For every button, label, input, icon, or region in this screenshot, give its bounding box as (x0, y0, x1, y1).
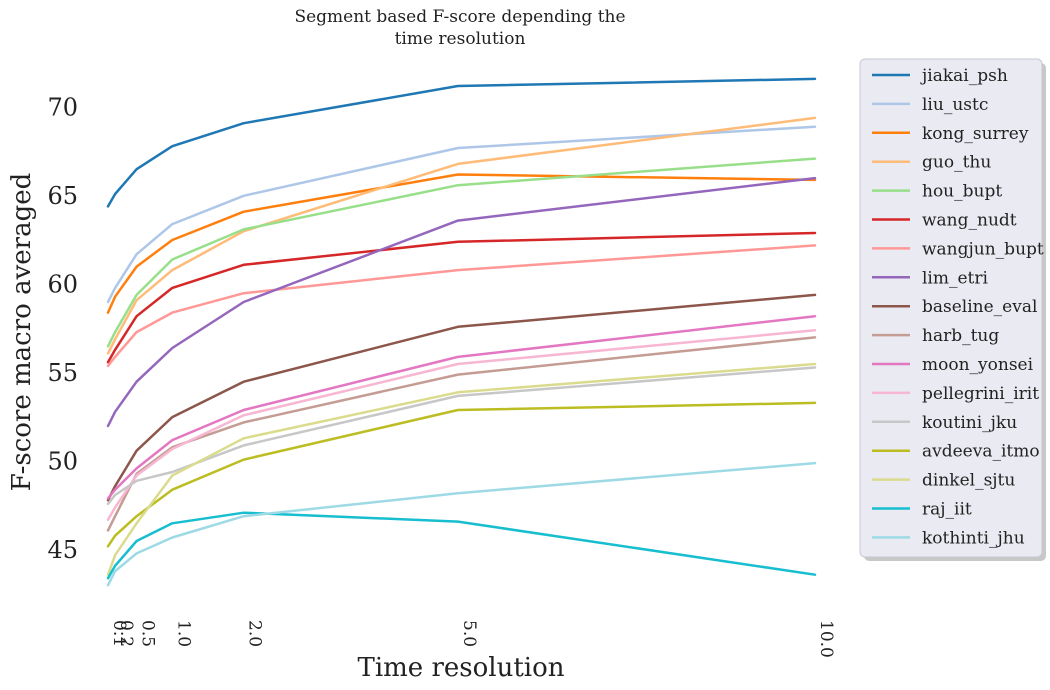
legend-label: raj_iit (922, 500, 972, 520)
legend-label: dinkel_sjtu (922, 471, 1015, 491)
x-tick-label: 5.0 (459, 620, 479, 647)
legend: jiakai_psh liu_ustc kong_surrey guo_thu hou_… (859, 58, 1046, 561)
series-line-hou_bupt (106, 157, 817, 348)
chart-title-line-2: time resolution (395, 29, 526, 49)
x-tick-label: 0.2 (116, 620, 136, 647)
series-line-moon_yonsei (106, 314, 817, 500)
series-line-lim_etri (106, 176, 817, 428)
legend-label: koutini_jku (922, 413, 1017, 433)
y-axis-label: F-score macro averaged (7, 173, 37, 492)
legend-label: moon_yonsei (922, 355, 1034, 375)
legend-label: avdeeva_itmo (922, 442, 1040, 462)
x-tick-label: 0.5 (138, 620, 158, 647)
legend-label: baseline_eval (922, 297, 1037, 317)
x-tick-label: 2.0 (245, 620, 265, 647)
series-line-kong_surrey (106, 173, 817, 314)
legend-label: wang_nudt (922, 211, 1017, 231)
y-tick-label: 50 (47, 447, 78, 475)
x-axis-ticks: 0.10.2 0.5 1.0 2.0 5.0 10.0 (109, 620, 836, 658)
x-tick-label: 1.0 (173, 620, 193, 647)
series-line-liu_ustc (106, 125, 817, 304)
legend-label: wangjun_bupt (922, 239, 1044, 259)
series-line-dinkel_sjtu (106, 362, 817, 576)
x-axis-label: Time resolution (358, 653, 565, 683)
y-tick-label: 60 (47, 270, 78, 298)
series-line-baseline_eval (106, 293, 817, 502)
series-line-koutini_jku (106, 366, 817, 506)
y-tick-label: 55 (47, 359, 78, 387)
series-line-harb_tug (106, 336, 817, 532)
series-line-kothinti_jhu (106, 461, 817, 587)
series-line-wang_nudt (106, 231, 817, 364)
series-line-avdeeva_itmo (106, 401, 817, 548)
y-tick-label: 70 (47, 93, 78, 121)
series-line-jiakai_psh (106, 77, 817, 208)
legend-label: kong_surrey (922, 124, 1029, 144)
series-line-wangjun_bupt (106, 244, 817, 368)
series-line-pellegrini_irit (106, 329, 817, 522)
y-axis-ticks: 45 50 55 60 65 70 (47, 93, 78, 564)
legend-label: jiakai_psh (920, 66, 1008, 86)
legend-box (859, 58, 1043, 558)
series-line-guo_thu (106, 116, 817, 355)
chart-title-line-1: Segment based F-score depending the (294, 7, 625, 27)
legend-label: pellegrini_irit (922, 384, 1039, 404)
legend-label: lim_etri (922, 268, 989, 288)
series-line-raj_iit (106, 511, 817, 580)
legend-label: kothinti_jhu (922, 528, 1025, 548)
legend-label: harb_tug (922, 326, 999, 346)
y-tick-label: 65 (47, 182, 78, 210)
x-tick-label: 0.1 (109, 620, 129, 647)
x-tick-label: 10.0 (816, 620, 836, 658)
series-lines (106, 77, 817, 587)
y-tick-label: 45 (47, 536, 78, 564)
legend-label: hou_bupt (922, 182, 1002, 202)
legend-label: guo_thu (922, 153, 991, 173)
legend-label: liu_ustc (922, 95, 988, 115)
